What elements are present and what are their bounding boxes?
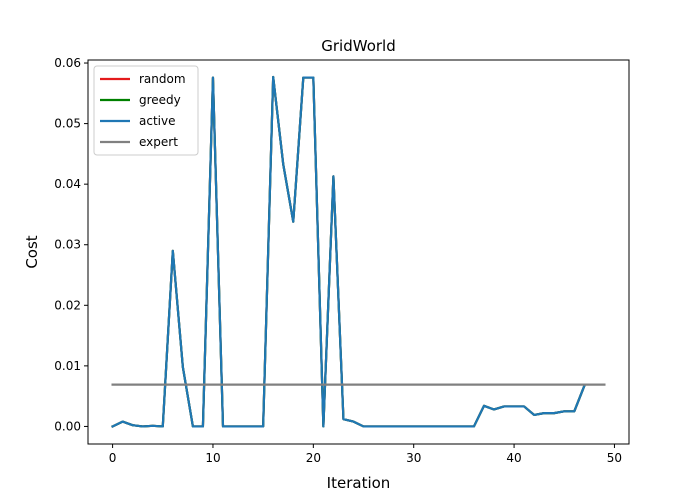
legend-label-expert: expert — [139, 135, 178, 149]
y-axis-label: Cost — [23, 235, 41, 268]
x-tick-label: 0 — [109, 451, 117, 465]
series-lines — [111, 75, 606, 428]
legend-label-active: active — [139, 114, 175, 128]
y-tick-label: 0.04 — [54, 177, 81, 191]
series-line-active — [111, 75, 586, 428]
y-tick-label: 0.05 — [54, 117, 81, 131]
x-tick-label: 10 — [205, 451, 220, 465]
legend-label-random: random — [139, 72, 186, 86]
legend-label-greedy: greedy — [139, 93, 181, 107]
chart-title: GridWorld — [321, 37, 395, 55]
x-axis: 0 10 20 30 40 50 — [109, 444, 622, 465]
x-tick-label: 50 — [607, 451, 622, 465]
x-axis-label: Iteration — [327, 474, 391, 492]
plot-frame — [87, 59, 630, 445]
y-tick-label: 0.01 — [54, 359, 81, 373]
x-tick-label: 30 — [406, 451, 421, 465]
legend-frame — [93, 65, 199, 156]
y-tick-label: 0.00 — [54, 419, 81, 433]
y-axis: 0.00 0.01 0.02 0.03 0.04 0.05 0.06 — [54, 56, 88, 433]
x-tick-label: 40 — [506, 451, 521, 465]
y-tick-label: 0.03 — [54, 238, 81, 252]
legend: random greedy active expert — [93, 65, 199, 156]
x-tick-label: 20 — [306, 451, 321, 465]
y-tick-label: 0.06 — [54, 56, 81, 70]
y-tick-label: 0.02 — [54, 298, 81, 312]
